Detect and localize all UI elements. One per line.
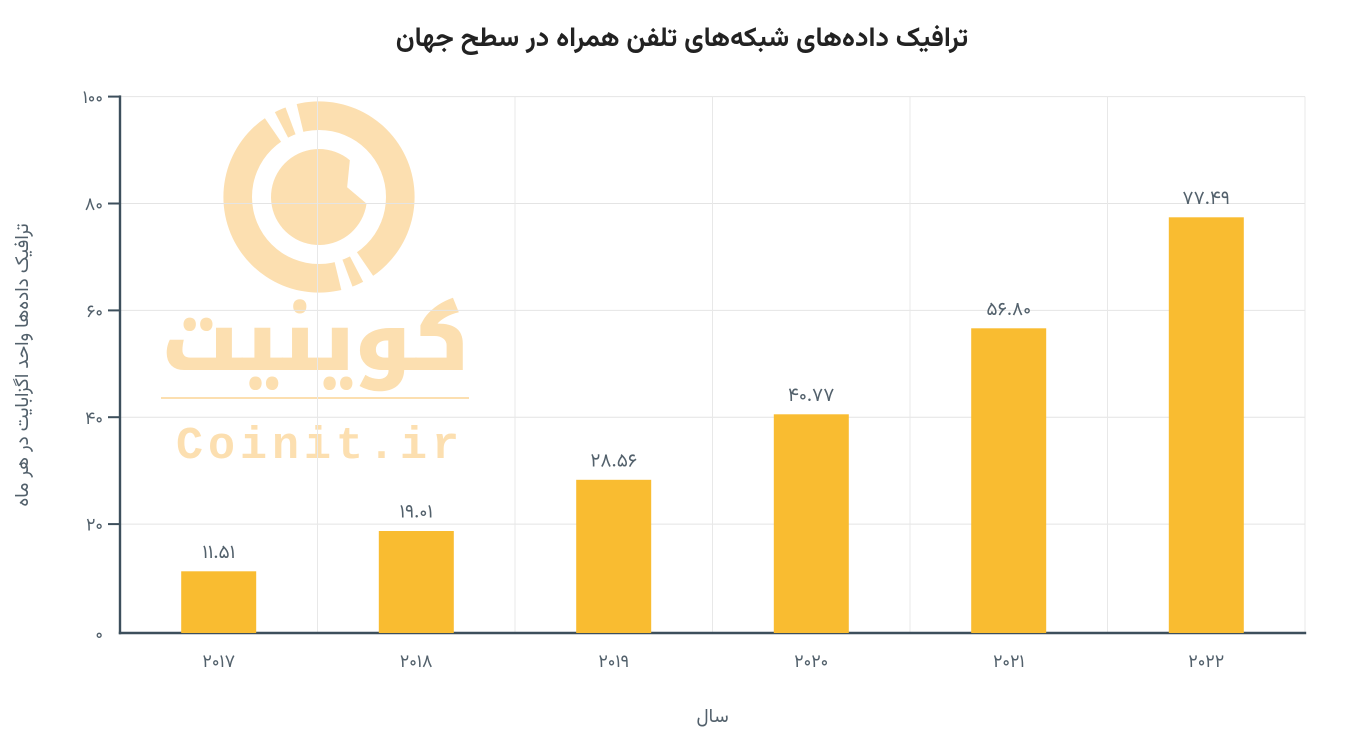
svg-text:۸۰: ۸۰ (85, 192, 103, 220)
svg-text:۲۰: ۲۰ (86, 513, 103, 541)
svg-text:۲۰۱۸: ۲۰۱۸ (400, 649, 433, 677)
svg-text:۲۰۱۷: ۲۰۱۷ (202, 649, 235, 677)
svg-text:ترافیک داده‌ها واحد اگزابایت د: ترافیک داده‌ها واحد اگزابایت در هر ماه (10, 223, 39, 506)
svg-text:۲۰۲۱: ۲۰۲۱ (993, 649, 1025, 677)
svg-text:۷۷.۴۹: ۷۷.۴۹ (1182, 186, 1230, 215)
svg-text:۲۰۲۲: ۲۰۲۲ (1188, 649, 1224, 677)
svg-text:۲۰۱۹: ۲۰۱۹ (598, 649, 629, 677)
svg-text:Coinit.ir: Coinit.ir (176, 421, 464, 472)
svg-text:۴۰: ۴۰ (85, 406, 103, 434)
svg-text:۴۰.۷۷: ۴۰.۷۷ (788, 383, 834, 412)
svg-text:۰: ۰ (95, 622, 103, 650)
svg-text:۱۱.۵۱: ۱۱.۵۱ (202, 540, 235, 569)
svg-text:سال: سال (696, 704, 728, 733)
svg-text:۶۰: ۶۰ (87, 299, 103, 327)
svg-text:۲۸.۵۶: ۲۸.۵۶ (590, 448, 637, 477)
svg-text:۱۹.۰۱: ۱۹.۰۱ (400, 500, 433, 529)
svg-text:۵۶.۸۰: ۵۶.۸۰ (986, 297, 1031, 326)
svg-text:۱۰۰: ۱۰۰ (83, 85, 103, 113)
svg-text:۲۰۲۰: ۲۰۲۰ (794, 649, 828, 677)
